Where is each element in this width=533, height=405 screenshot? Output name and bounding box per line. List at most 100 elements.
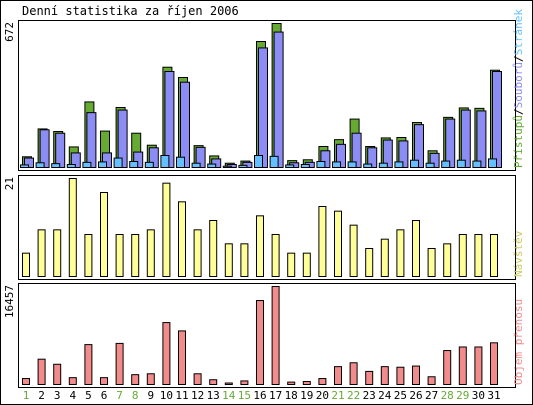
volume-panel-bar-day-13 — [209, 379, 218, 386]
volume-panel-bar-day-5 — [84, 344, 93, 385]
bar-strnek-day-6 — [98, 161, 107, 169]
hits-panel-legend-label: Přístupů/Souborů/Stránek — [512, 9, 525, 168]
day-label-8: 8 — [132, 389, 139, 402]
volume-panel-frame — [18, 283, 516, 388]
day-label-20: 20 — [316, 389, 329, 402]
volume-panel-bar-day-7 — [115, 342, 124, 385]
bar-strnek-day-1 — [20, 164, 29, 169]
visits-panel-bar-day-13 — [209, 220, 218, 277]
bar-soubor-day-5 — [86, 112, 97, 169]
volume-panel-bar-day-24 — [380, 366, 389, 385]
visits-panel-bar-day-19 — [302, 252, 311, 278]
visits-panel-bar-day-2 — [37, 229, 46, 277]
hits-panel-legend-part-4: Stránek — [512, 9, 525, 56]
bar-strnek-day-3 — [51, 163, 61, 168]
day-label-12: 12 — [191, 389, 204, 402]
bar-soubor-day-2 — [39, 129, 50, 169]
visits-panel-bar-day-9 — [146, 229, 155, 277]
bar-soubor-day-10 — [164, 71, 175, 168]
day-label-9: 9 — [147, 389, 154, 402]
bar-soubor-day-3 — [55, 132, 66, 168]
volume-panel-bar-day-31 — [490, 342, 498, 386]
bar-strnek-day-30 — [472, 160, 482, 168]
day-label-4: 4 — [69, 389, 76, 402]
visits-panel-bar-day-25 — [396, 229, 405, 277]
day-label-24: 24 — [378, 389, 392, 402]
bar-strnek-day-23 — [363, 163, 373, 168]
day-label-10: 10 — [160, 389, 173, 402]
bar-strnek-day-27 — [425, 162, 435, 168]
bar-strnek-day-19 — [300, 164, 310, 168]
volume-panel-legend-part-0: Objem přenosu — [512, 299, 525, 385]
volume-panel-bar-day-30 — [474, 346, 483, 385]
day-label-29: 29 — [456, 389, 469, 402]
day-label-14: 14 — [222, 389, 236, 402]
day-label-2: 2 — [38, 389, 45, 402]
volume-panel-bar-day-27 — [427, 376, 436, 385]
visits-panel-bar-day-23 — [365, 248, 374, 277]
volume-panel-bar-day-6 — [100, 377, 108, 386]
volume-panel-bar-day-11 — [178, 330, 186, 386]
volume-panel-bar-day-2 — [37, 358, 46, 385]
day-label-15: 15 — [238, 389, 251, 402]
day-label-16: 16 — [253, 389, 266, 402]
bar-soubor-day-31 — [492, 71, 502, 168]
visits-panel-bar-day-4 — [68, 178, 77, 277]
day-label-25: 25 — [394, 389, 407, 402]
visits-panel-bar-day-12 — [193, 229, 202, 277]
bar-soubor-day-16 — [258, 47, 268, 168]
visits-panel-bar-day-16 — [256, 215, 264, 277]
volume-panel-bar-day-14 — [224, 382, 233, 385]
visits-panel-bar-day-6 — [100, 192, 108, 277]
bar-strnek-day-20 — [316, 161, 326, 168]
visits-panel-bar-day-31 — [490, 234, 498, 277]
visits-panel-bar-day-21 — [334, 210, 342, 278]
bar-soubor-day-29 — [460, 109, 471, 168]
chart-title: Denní statistika za říjen 2006 — [22, 4, 239, 18]
visits-panel-bar-day-11 — [178, 201, 186, 277]
bar-strnek-day-10 — [160, 155, 170, 168]
bar-strnek-day-13 — [207, 163, 217, 168]
visits-panel-legend-part-0: Návštěv — [512, 230, 525, 277]
volume-panel-ymax-label: 16457 — [3, 285, 16, 318]
day-label-19: 19 — [300, 389, 313, 402]
day-label-13: 13 — [207, 389, 220, 402]
volume-panel-bar-day-4 — [68, 377, 77, 386]
visits-panel-bar-day-3 — [53, 229, 62, 277]
visits-panel-bar-day-27 — [427, 248, 436, 277]
day-label-6: 6 — [101, 389, 108, 402]
visits-panel-bar-day-5 — [84, 234, 93, 277]
volume-panel-bar-day-17 — [271, 286, 280, 385]
volume-panel-bar-day-28 — [443, 350, 452, 386]
bar-strnek-day-24 — [378, 162, 388, 168]
volume-panel-bar-day-10 — [162, 322, 171, 385]
bar-strnek-day-11 — [176, 156, 185, 168]
bar-soubor-day-30 — [476, 110, 487, 169]
bar-strnek-day-8 — [129, 161, 139, 168]
day-label-3: 3 — [54, 389, 61, 402]
day-label-31: 31 — [487, 389, 500, 402]
visits-panel-bar-day-26 — [412, 220, 420, 277]
bar-strnek-day-26 — [410, 159, 419, 168]
day-label-22: 22 — [347, 389, 360, 402]
bar-strnek-day-14 — [222, 165, 232, 168]
volume-panel-bar-day-9 — [146, 373, 155, 386]
hits-panel-legend-part-3: / — [512, 55, 525, 62]
visits-panel-bar-day-24 — [380, 238, 389, 278]
volume-panel-bar-day-18 — [287, 381, 296, 386]
day-label-27: 27 — [425, 389, 438, 402]
volume-panel-bar-day-8 — [131, 374, 140, 386]
volume-panel-bar-day-1 — [22, 378, 30, 385]
visits-panel-legend-label: Návštěv — [512, 230, 525, 277]
volume-panel-bar-day-29 — [458, 346, 467, 385]
visits-panel-bar-day-28 — [443, 243, 452, 277]
visits-panel-bar-day-20 — [318, 206, 327, 277]
day-label-11: 11 — [175, 389, 188, 402]
day-label-21: 21 — [331, 389, 344, 402]
bar-strnek-day-22 — [347, 161, 357, 169]
visits-panel-bar-day-17 — [271, 234, 280, 277]
visits-panel-bar-day-30 — [474, 234, 483, 277]
volume-panel-bar-day-12 — [193, 373, 202, 386]
bar-strnek-day-31 — [488, 158, 497, 169]
